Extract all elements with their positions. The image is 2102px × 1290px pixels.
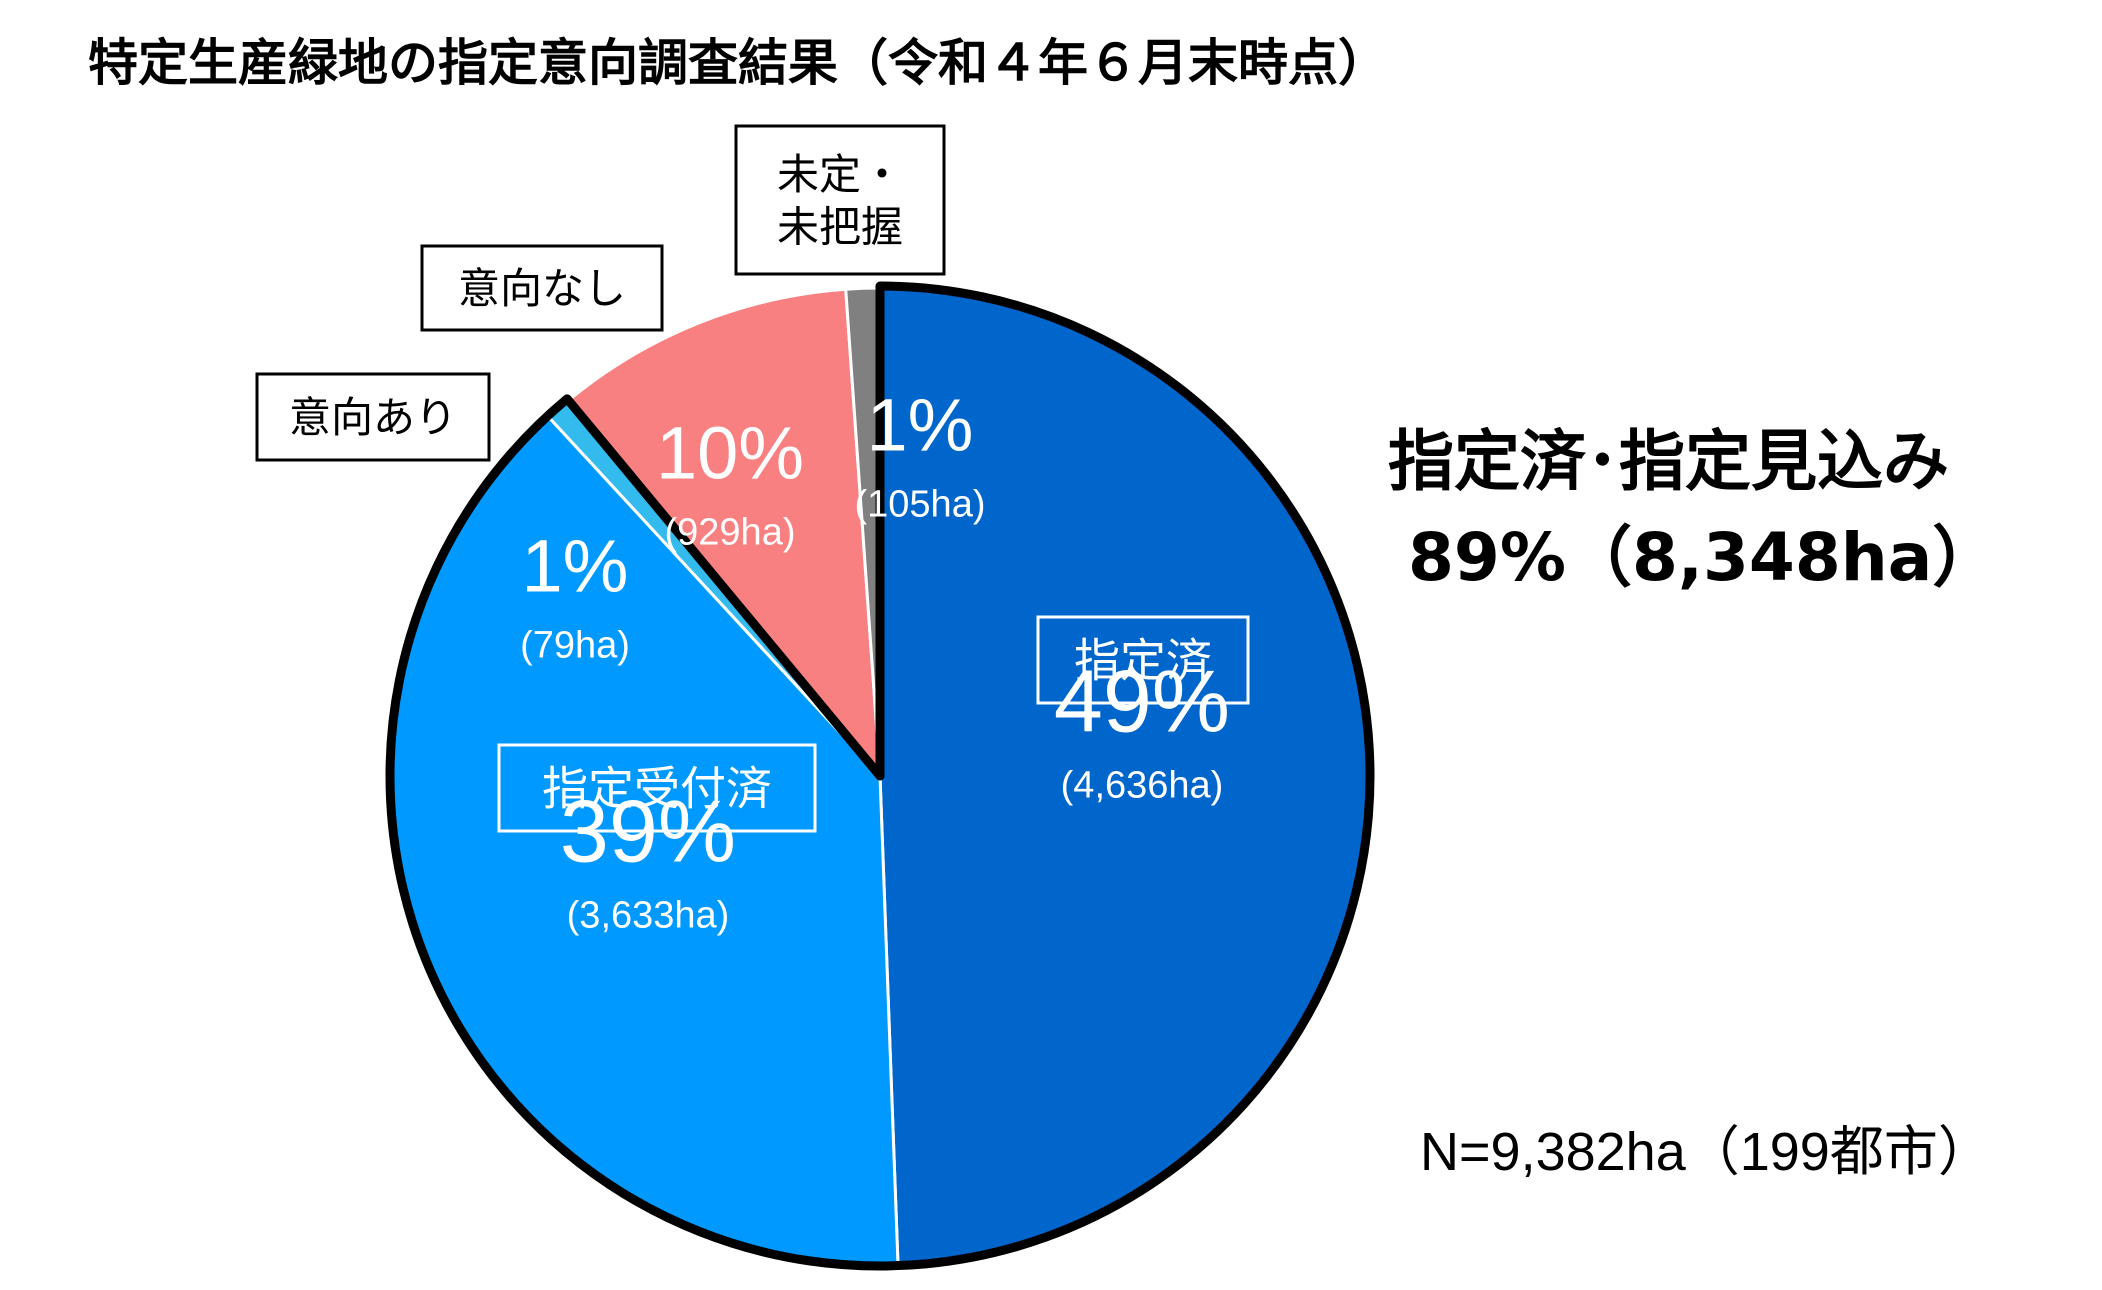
slice-percent-label: 39%: [560, 782, 736, 881]
slice-name: 指定受付済: [542, 762, 772, 816]
slice-name-box: 未定・未把握: [734, 124, 946, 276]
slice-name-box: 指定済: [1036, 615, 1250, 705]
total-label: N=9,382ha（199都市）: [1420, 1122, 1992, 1182]
slice-area-label: (105ha): [855, 484, 986, 526]
slice-name-box-frame: [734, 124, 946, 276]
slice-percent-label: 1%: [522, 525, 629, 608]
slice-percent-label: 10%: [656, 412, 804, 495]
slice-name-box-frame: [1036, 615, 1250, 705]
chart-title: 特定生産緑地の指定意向調査結果（令和４年６月末時点）: [88, 34, 1388, 92]
pie-slices: [390, 286, 1370, 1266]
slice-name: 意向あり: [289, 393, 457, 442]
outer-ring-arc: [567, 287, 881, 402]
slice-name: 未把握: [777, 202, 903, 251]
slice-area-label: (79ha): [520, 625, 630, 667]
slice-name-box: 指定受付済: [497, 743, 817, 833]
summary-value: 89%（8,348ha）: [1408, 519, 1998, 596]
slice-area-label: (3,633ha): [567, 895, 730, 937]
slice-percent-label: 1%: [867, 384, 974, 467]
slice-name-box: 意向なし: [420, 244, 664, 332]
slice-name-box-frame: [420, 244, 664, 332]
slice-name-box: 意向あり: [255, 372, 491, 462]
designated-group-outline: [385, 281, 1375, 1271]
slice-name-box-frame: [255, 372, 491, 462]
slice-name: 意向なし: [458, 264, 626, 313]
slice-name: 指定済: [1074, 634, 1212, 688]
slice-name-box-frame: [497, 743, 817, 833]
slice-percent-label: 49%: [1054, 652, 1230, 751]
summary-label: 指定済･指定見込み: [1388, 423, 1949, 500]
slice-area-label: (4,636ha): [1061, 765, 1224, 807]
slice-area-label: (929ha): [665, 512, 796, 554]
slice-name: 未定・: [777, 150, 903, 199]
